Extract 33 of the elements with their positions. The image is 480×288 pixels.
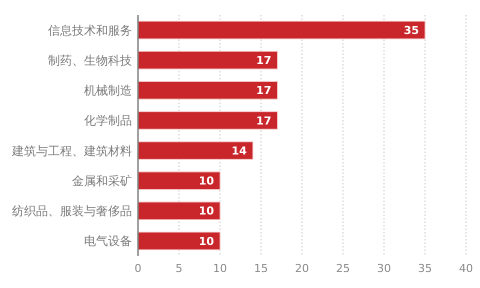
y-tick-label: 建筑与工程、建筑材料 — [11, 144, 132, 158]
y-tick-label: 化学制品 — [84, 114, 132, 128]
y-tick-label: 信息技术和服务 — [48, 23, 132, 38]
data-label: 17 — [256, 114, 272, 128]
data-label: 10 — [198, 234, 214, 248]
x-tick-label: 0 — [134, 262, 142, 275]
x-tick-label: 5 — [176, 262, 182, 275]
data-label: 14 — [231, 144, 248, 158]
x-tick-label: 15 — [254, 262, 268, 275]
bar — [138, 202, 220, 220]
x-tick-label: 35 — [418, 262, 432, 275]
bar — [138, 141, 254, 160]
y-tick-label: 金属和采矿 — [72, 174, 132, 188]
bar — [138, 232, 220, 250]
x-tick-label: 30 — [377, 262, 391, 275]
data-label: 17 — [256, 84, 272, 98]
data-label: 10 — [198, 204, 214, 218]
y-tick-label: 制药、生物科技 — [48, 53, 132, 68]
y-tick-label: 电气设备 — [84, 234, 132, 248]
bar — [138, 51, 278, 70]
x-tick-label: 10 — [213, 262, 227, 275]
y-tick-label: 机械制造 — [84, 84, 132, 98]
bar — [138, 111, 278, 130]
data-label: 10 — [198, 174, 214, 188]
y-tick-label: 纺织品、服装与奢侈品 — [12, 204, 132, 218]
bar — [138, 20, 426, 40]
bar — [138, 81, 278, 100]
x-tick-label: 40 — [459, 262, 473, 275]
data-label: 17 — [256, 54, 272, 68]
data-label: 35 — [404, 24, 419, 37]
bar — [138, 172, 220, 190]
x-tick-label: 25 — [336, 262, 350, 275]
x-tick-label: 20 — [295, 262, 309, 275]
